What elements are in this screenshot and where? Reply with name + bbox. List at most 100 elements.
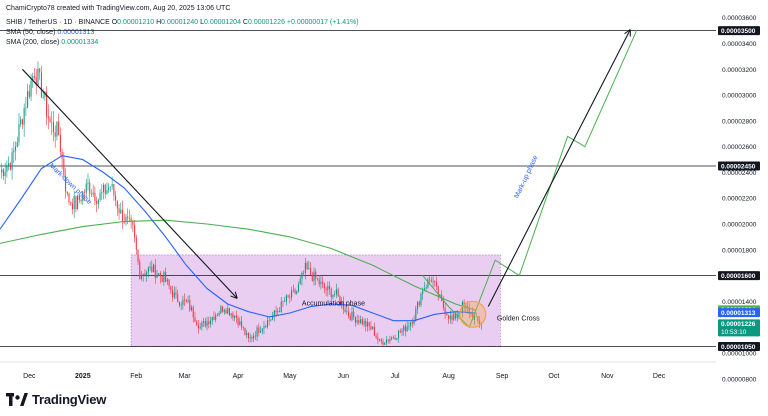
ohlc-key-o: O bbox=[111, 19, 118, 26]
candle bbox=[209, 316, 212, 328]
candle-body bbox=[132, 221, 134, 226]
projection-path bbox=[422, 30, 638, 329]
y-tick-label: 0.00002000 bbox=[722, 222, 757, 229]
candle bbox=[25, 96, 27, 117]
candle bbox=[204, 317, 206, 328]
candle-body bbox=[182, 299, 184, 305]
candle bbox=[446, 311, 448, 316]
candlesticks bbox=[1, 61, 482, 348]
candle-body bbox=[265, 326, 267, 328]
candle bbox=[358, 315, 360, 326]
candle bbox=[90, 189, 92, 198]
y-tick-label: 0.00002600 bbox=[722, 144, 757, 151]
candle bbox=[185, 298, 187, 303]
candle-body bbox=[130, 218, 132, 222]
candle-body bbox=[394, 337, 396, 340]
candle bbox=[284, 297, 286, 303]
candle bbox=[328, 281, 331, 296]
candle bbox=[399, 328, 401, 334]
candle bbox=[137, 249, 139, 266]
candle-body bbox=[239, 321, 241, 325]
candle-body bbox=[18, 124, 20, 142]
candle-body bbox=[379, 339, 381, 341]
candle-body bbox=[368, 322, 370, 327]
candle-body bbox=[366, 322, 369, 327]
markdown-arrow bbox=[22, 68, 236, 297]
candle bbox=[451, 313, 453, 325]
candle bbox=[349, 312, 351, 322]
candle-body bbox=[127, 216, 129, 218]
candle bbox=[6, 160, 8, 178]
candle-body bbox=[346, 311, 348, 312]
y-tick-label: 0.00002800 bbox=[722, 118, 757, 125]
candle bbox=[187, 295, 189, 304]
candle-body bbox=[342, 301, 344, 310]
candle bbox=[444, 301, 446, 320]
tradingview-logo[interactable]: TradingView bbox=[6, 392, 106, 407]
price-badge-bg bbox=[718, 319, 760, 337]
y-tick-label: 0.00002400 bbox=[722, 170, 757, 177]
candle bbox=[373, 322, 375, 336]
symbol-name[interactable]: SHIB / TetherUS · 1D · BINANCE bbox=[6, 19, 110, 26]
candle-body bbox=[416, 301, 419, 309]
candle-body bbox=[27, 91, 29, 108]
candle-body bbox=[35, 77, 37, 86]
candle-body bbox=[259, 331, 262, 333]
candle-body bbox=[396, 338, 398, 340]
candle bbox=[113, 183, 115, 201]
candle-body bbox=[437, 285, 439, 297]
candle-body bbox=[472, 313, 474, 320]
candle bbox=[341, 297, 343, 309]
candle bbox=[80, 198, 82, 205]
candle-body bbox=[398, 330, 400, 339]
candle-body bbox=[222, 306, 224, 312]
y-tick-label: 0.00000800 bbox=[722, 376, 757, 383]
candle bbox=[384, 341, 386, 345]
candle bbox=[134, 219, 136, 243]
golden-cross-circle bbox=[459, 300, 487, 328]
candle-body bbox=[209, 320, 212, 325]
sma200-legend[interactable]: SMA (200, close) 0.00001334 bbox=[6, 38, 98, 47]
candle bbox=[216, 312, 218, 317]
candle bbox=[351, 306, 353, 322]
candle-body bbox=[429, 279, 431, 281]
candle-body bbox=[189, 300, 191, 311]
candle-body bbox=[382, 341, 384, 345]
candle bbox=[432, 276, 434, 289]
price-badge-level: 0.00002450 bbox=[718, 161, 760, 171]
candle-body bbox=[316, 278, 318, 280]
price-badge-label: 0.00002450 bbox=[721, 163, 756, 170]
candle-body bbox=[434, 280, 436, 283]
candle-body bbox=[232, 313, 234, 318]
price-badge-label: 0.00003500 bbox=[721, 28, 756, 35]
sma50-legend[interactable]: SMA (50, close) 0.00001313 bbox=[6, 28, 94, 37]
candle-body bbox=[142, 273, 144, 275]
candle bbox=[332, 294, 334, 300]
candle bbox=[253, 332, 255, 343]
candle-body bbox=[347, 311, 350, 317]
candle-body bbox=[159, 273, 161, 277]
candle bbox=[287, 294, 289, 299]
candle-body bbox=[268, 320, 270, 321]
candle bbox=[85, 178, 87, 198]
candle-body bbox=[120, 209, 122, 214]
x-tick-label: Jun bbox=[338, 373, 349, 380]
candle-body bbox=[66, 191, 68, 194]
candle-body bbox=[254, 335, 256, 337]
candle-body bbox=[311, 274, 313, 281]
candle-body bbox=[235, 315, 237, 318]
x-tick-label: Apr bbox=[233, 373, 245, 380]
candle-body bbox=[354, 316, 356, 323]
candle-body bbox=[125, 216, 127, 223]
candle-body bbox=[147, 267, 149, 273]
candle-body bbox=[292, 289, 294, 291]
candle bbox=[415, 305, 417, 322]
candle-body bbox=[220, 306, 222, 314]
candle-body bbox=[334, 294, 336, 296]
candle-body bbox=[377, 337, 379, 341]
candle-body bbox=[84, 191, 86, 193]
candle bbox=[285, 294, 287, 306]
candle-body bbox=[475, 316, 477, 317]
candle-body bbox=[171, 290, 174, 298]
